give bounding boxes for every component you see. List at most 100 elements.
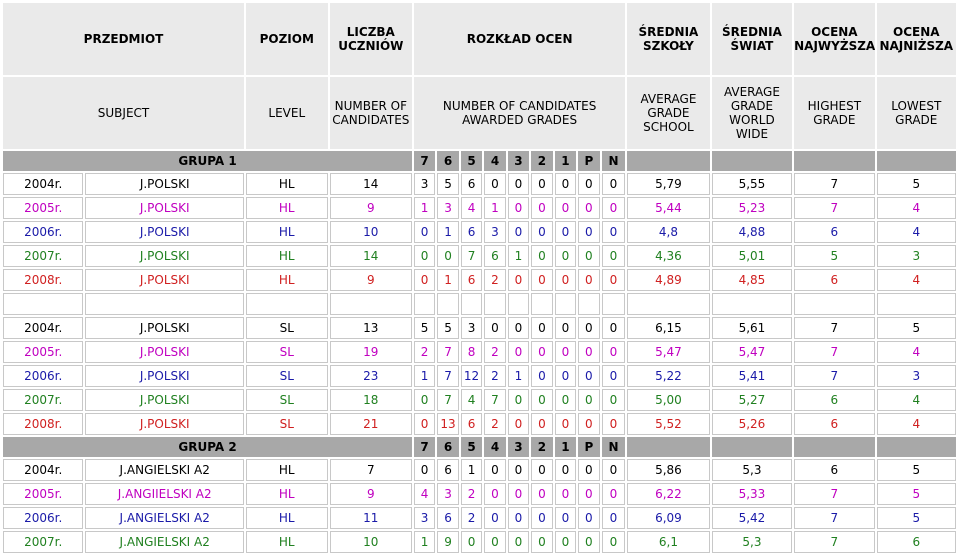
year-cell: 2006r. bbox=[3, 507, 84, 529]
spacer-cell bbox=[577, 293, 600, 315]
highest-grade-cell: 7 bbox=[794, 317, 875, 339]
grade-count-cell: 0 bbox=[483, 317, 506, 339]
grade-count-cell: 6 bbox=[461, 173, 482, 195]
grade-count-cell: 0 bbox=[601, 507, 626, 529]
header-level-en: LEVEL bbox=[246, 77, 328, 149]
table-row: 2004r. J.POLSKI HL 14 3 5 6 0 0 0 0 0 0 5,79 5,55 7 5 bbox=[3, 173, 956, 195]
grade-count-cell: 0 bbox=[437, 245, 460, 267]
grade-count-cell: 5 bbox=[414, 317, 436, 339]
group-header-blank bbox=[794, 437, 875, 457]
highest-grade-cell: 7 bbox=[794, 483, 875, 505]
avg-school-cell: 5,79 bbox=[627, 173, 710, 195]
lowest-grade-cell: 5 bbox=[876, 317, 956, 339]
grade-count-cell: 0 bbox=[508, 269, 529, 291]
header-level-pl: POZIOM bbox=[246, 3, 328, 75]
grade-count-cell: 0 bbox=[601, 483, 626, 505]
header-avg-world-en: AVERAGE GRADE WORLD WIDE bbox=[711, 77, 793, 149]
header-row-polish: PRZEDMIOT POZIOM LICZBA UCZNIÓW ROZKŁAD … bbox=[3, 3, 956, 75]
header-subject-en: SUBJECT bbox=[3, 77, 245, 149]
subject-cell: J.ANGIELSKI A2 bbox=[85, 459, 245, 481]
grade-count-cell: 6 bbox=[437, 507, 460, 529]
grade-count-cell: 3 bbox=[461, 317, 482, 339]
spacer-cell bbox=[246, 293, 328, 315]
avg-school-cell: 4,36 bbox=[627, 245, 710, 267]
table-row: 2004r. J.POLSKI SL 13 5 5 3 0 0 0 0 0 0 6,15 5,61 7 5 bbox=[3, 317, 956, 339]
year-cell: 2007r. bbox=[3, 531, 84, 553]
header-subject-pl: PRZEDMIOT bbox=[3, 3, 245, 75]
grade-count-cell: 0 bbox=[601, 173, 626, 195]
grade-count-cell: 0 bbox=[508, 459, 529, 481]
lowest-grade-cell: 5 bbox=[876, 173, 956, 195]
grade-count-cell: 0 bbox=[508, 341, 529, 363]
avg-world-cell: 5,3 bbox=[711, 531, 793, 553]
level-cell: HL bbox=[246, 507, 328, 529]
grade-count-cell: 0 bbox=[577, 245, 600, 267]
avg-school-cell: 5,47 bbox=[627, 341, 710, 363]
grade-count-cell: 0 bbox=[508, 413, 529, 435]
grade-count-cell: 0 bbox=[577, 459, 600, 481]
group-header-blank bbox=[711, 151, 793, 171]
avg-school-cell: 5,22 bbox=[627, 365, 710, 387]
grade-count-cell: 2 bbox=[461, 507, 482, 529]
grade-count-cell: 3 bbox=[414, 507, 436, 529]
grade-count-cell: 0 bbox=[414, 389, 436, 411]
subject-cell: J.ANGIIELSKI A2 bbox=[85, 483, 245, 505]
year-cell: 2005r. bbox=[3, 197, 84, 219]
level-cell: HL bbox=[246, 459, 328, 481]
grade-count-cell: 0 bbox=[577, 413, 600, 435]
grade-count-cell: 0 bbox=[530, 459, 553, 481]
avg-school-cell: 5,52 bbox=[627, 413, 710, 435]
lowest-grade-cell: 5 bbox=[876, 507, 956, 529]
group-header-blank bbox=[711, 437, 793, 457]
year-cell: 2008r. bbox=[3, 413, 84, 435]
avg-school-cell: 6,22 bbox=[627, 483, 710, 505]
spacer-cell bbox=[711, 293, 793, 315]
table-row: 2007r. J.POLSKI SL 18 0 7 4 7 0 0 0 0 0 5,00 5,27 6 4 bbox=[3, 389, 956, 411]
spacer-cell bbox=[461, 293, 482, 315]
grade-count-cell: 0 bbox=[554, 245, 576, 267]
grade-count-cell: 0 bbox=[601, 413, 626, 435]
lowest-grade-cell: 4 bbox=[876, 221, 956, 243]
spacer-cell bbox=[601, 293, 626, 315]
grade-count-cell: 5 bbox=[437, 173, 460, 195]
grade-count-cell: 0 bbox=[414, 221, 436, 243]
avg-school-cell: 6,1 bbox=[627, 531, 710, 553]
grade-count-cell: 6 bbox=[437, 459, 460, 481]
group-header-blank bbox=[627, 437, 710, 457]
candidates-cell: 19 bbox=[329, 341, 413, 363]
grade-column-label: 4 bbox=[483, 437, 506, 457]
header-candidates-en: NUMBER OF CANDIDATES bbox=[329, 77, 413, 149]
highest-grade-cell: 6 bbox=[794, 269, 875, 291]
grade-count-cell: 0 bbox=[414, 413, 436, 435]
table-row: 2005r. J.POLSKI HL 9 1 3 4 1 0 0 0 0 0 5,44 5,23 7 4 bbox=[3, 197, 956, 219]
grade-count-cell: 9 bbox=[437, 531, 460, 553]
table-row: 2006r. J.POLSKI HL 10 0 1 6 3 0 0 0 0 0 4,8 4,88 6 4 bbox=[3, 221, 956, 243]
subject-cell: J.POLSKI bbox=[85, 365, 245, 387]
candidates-cell: 10 bbox=[329, 221, 413, 243]
avg-school-cell: 5,44 bbox=[627, 197, 710, 219]
subject-cell: J.POLSKI bbox=[85, 245, 245, 267]
group-header-blank bbox=[794, 151, 875, 171]
grade-count-cell: 0 bbox=[508, 389, 529, 411]
avg-school-cell: 4,8 bbox=[627, 221, 710, 243]
subject-cell: J.ANGIELSKI A2 bbox=[85, 507, 245, 529]
grade-count-cell: 0 bbox=[601, 317, 626, 339]
year-cell: 2006r. bbox=[3, 365, 84, 387]
grade-count-cell: 0 bbox=[601, 245, 626, 267]
avg-world-cell: 5,61 bbox=[711, 317, 793, 339]
grade-count-cell: 6 bbox=[461, 413, 482, 435]
level-cell: SL bbox=[246, 341, 328, 363]
avg-school-cell: 5,00 bbox=[627, 389, 710, 411]
candidates-cell: 9 bbox=[329, 197, 413, 219]
grade-count-cell: 0 bbox=[414, 459, 436, 481]
year-cell: 2007r. bbox=[3, 245, 84, 267]
year-cell: 2008r. bbox=[3, 269, 84, 291]
avg-world-cell: 5,42 bbox=[711, 507, 793, 529]
grade-count-cell: 12 bbox=[461, 365, 482, 387]
grade-count-cell: 0 bbox=[530, 483, 553, 505]
spacer-cell bbox=[3, 293, 84, 315]
grade-count-cell: 0 bbox=[577, 317, 600, 339]
grade-column-label: 6 bbox=[437, 151, 460, 171]
grade-count-cell: 0 bbox=[577, 507, 600, 529]
grade-count-cell: 0 bbox=[508, 507, 529, 529]
